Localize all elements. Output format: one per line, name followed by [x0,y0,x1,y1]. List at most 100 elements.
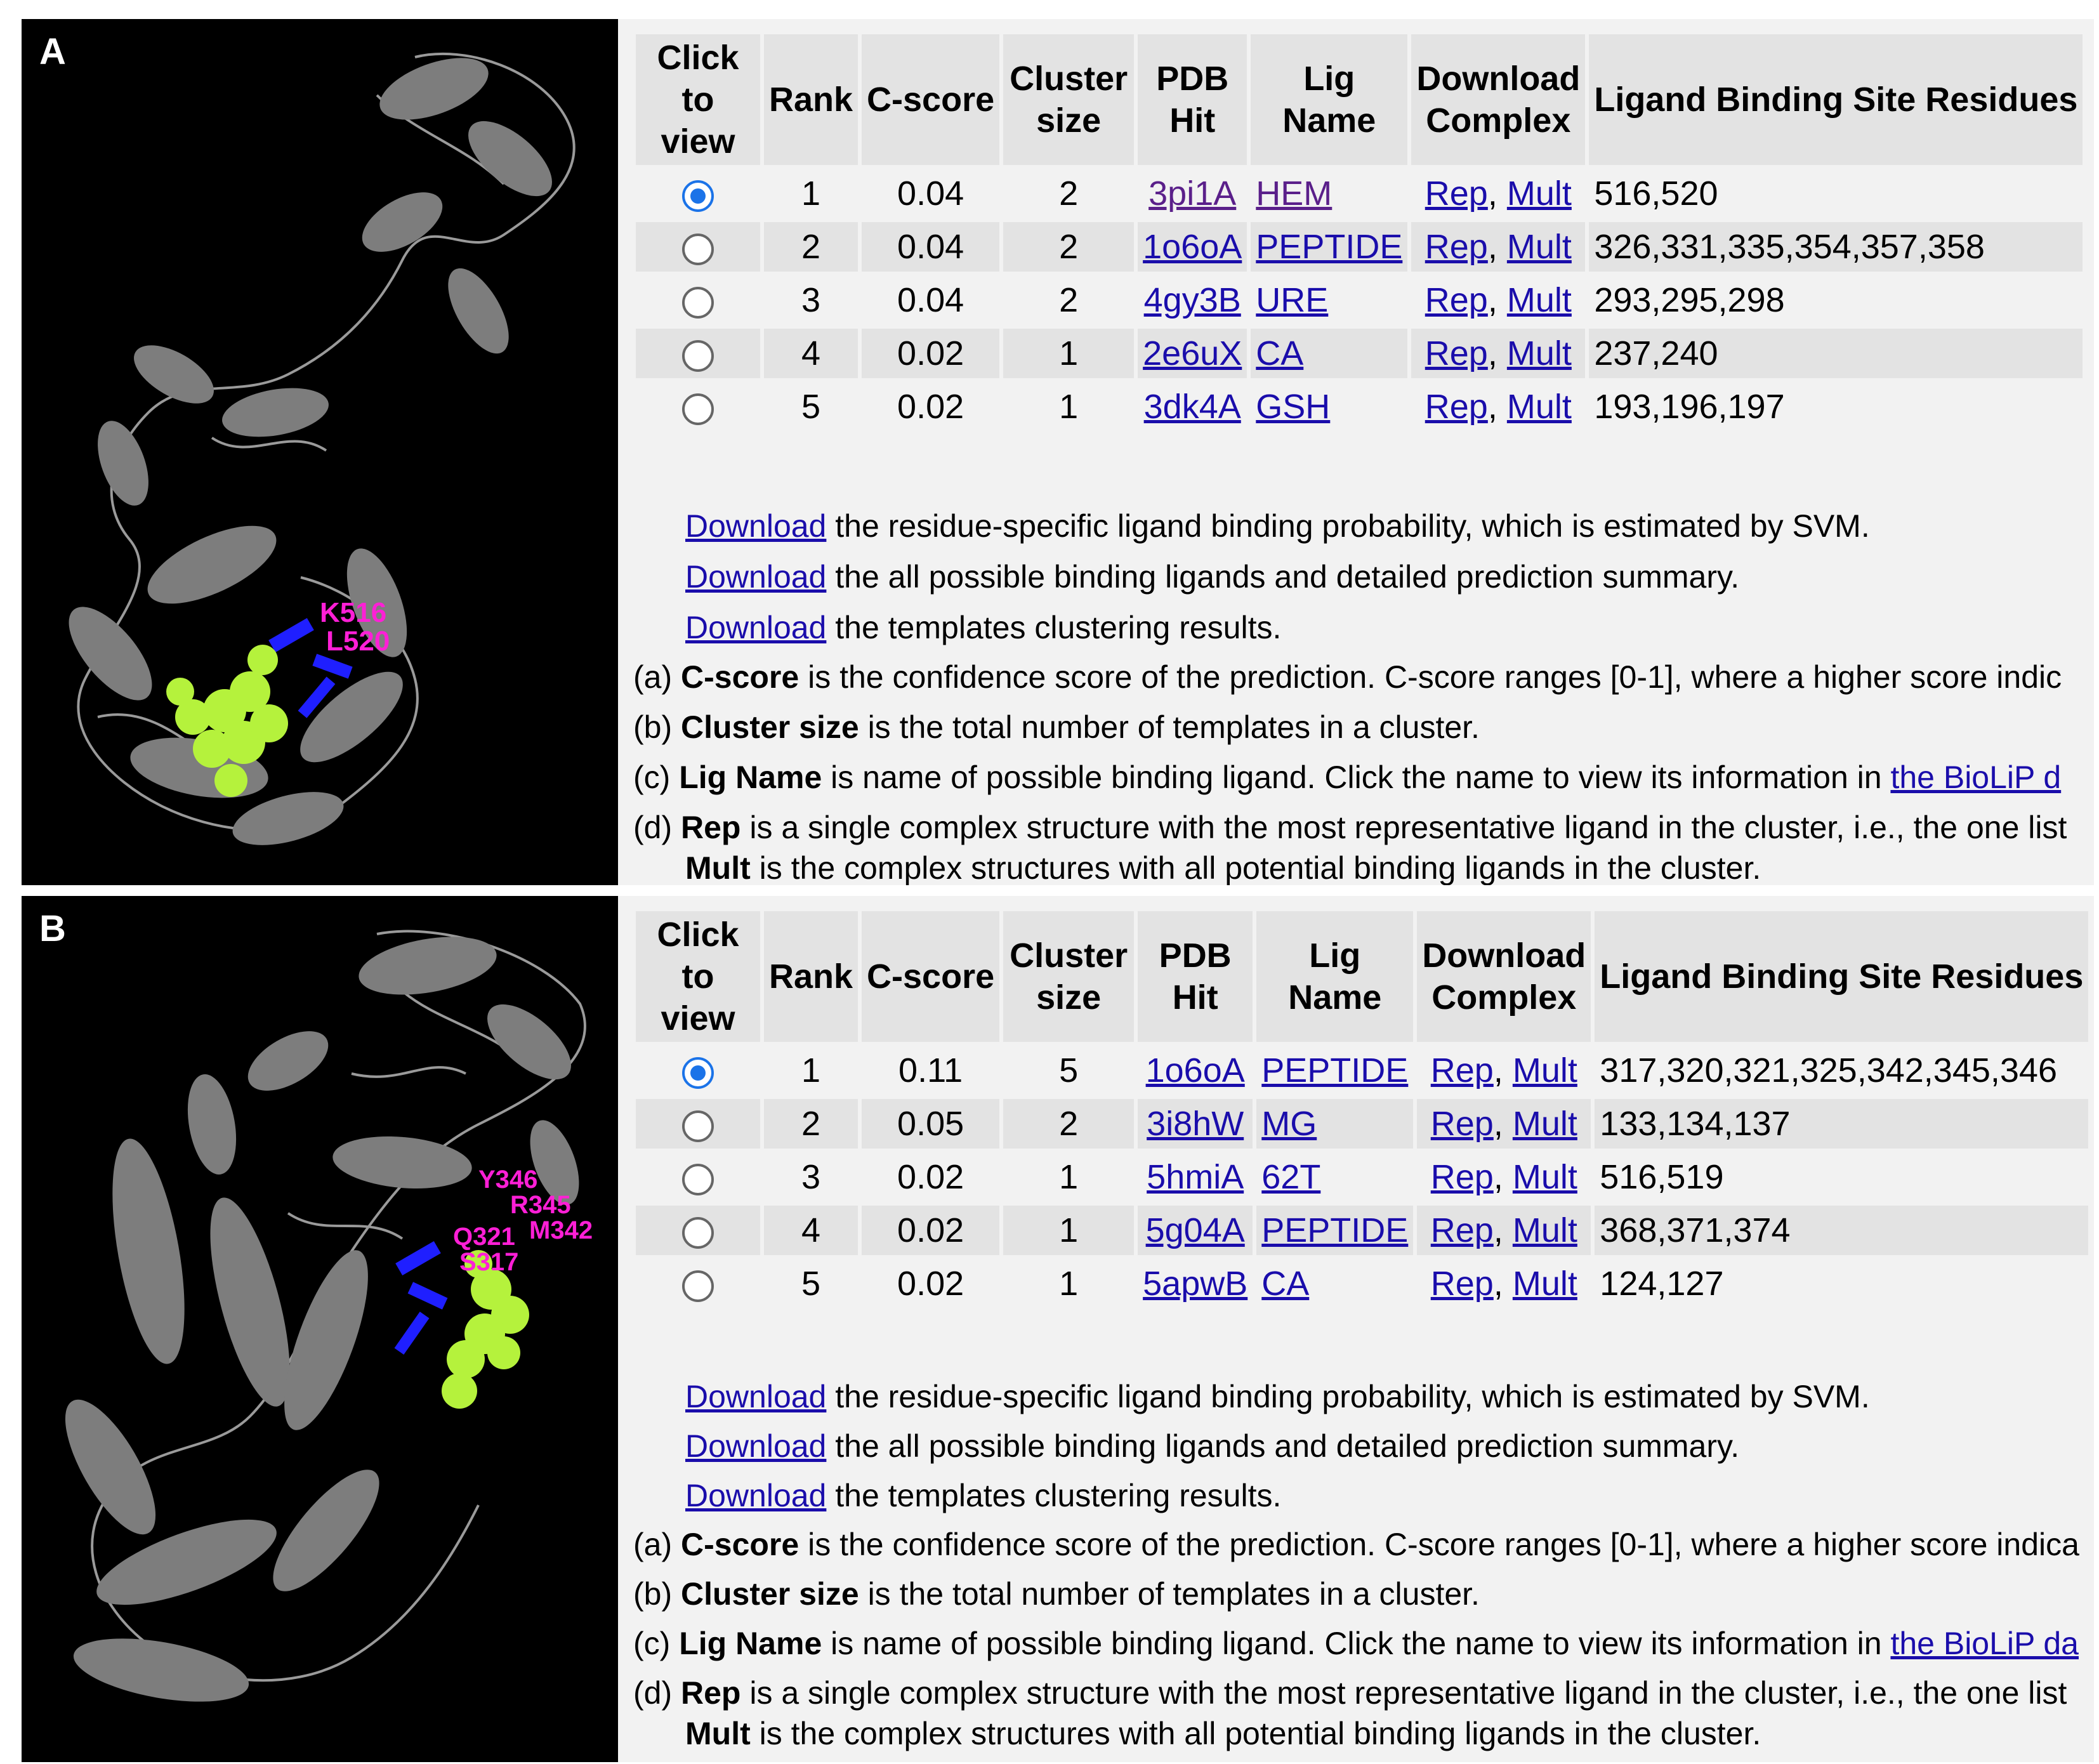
mult-link[interactable]: Mult [1512,1105,1577,1143]
note-term: Rep [681,810,741,845]
separator: , [1487,228,1497,266]
pdb-hit-cell: 5apwB [1138,1259,1253,1308]
structure-viewer-a[interactable]: K516 L520 A [22,19,618,885]
lig-name-link[interactable]: GSH [1256,388,1331,426]
lig-name-cell: PEPTIDE [1251,222,1408,272]
download-link-ligands[interactable]: Download [685,1428,827,1464]
mult-link[interactable]: Mult [1506,228,1572,266]
mult-link[interactable]: Mult [1512,1265,1577,1303]
note-term: Cluster size [681,709,859,745]
cscore-cell: 0.02 [897,388,964,426]
pdb-hit-link[interactable]: 5apwB [1143,1265,1248,1303]
click-to-view-cell [636,169,760,218]
panel-a: K516 L520 A Click to view Rank C-score C… [22,19,2094,885]
rep-link[interactable]: Rep [1430,1211,1494,1249]
pdb-hit-link[interactable]: 1o6oA [1143,228,1242,266]
pdb-hit-cell: 5hmiA [1138,1152,1253,1202]
rank-cell: 3 [801,1158,821,1196]
rep-link[interactable]: Rep [1425,334,1488,372]
separator: , [1493,1105,1503,1143]
view-radio[interactable] [682,1056,714,1089]
download-link-clustering[interactable]: Download [685,1478,827,1513]
note-c: (c) Lig Name is name of possible binding… [633,759,2061,796]
download-line-1: Download the residue-specific ligand bin… [685,508,1870,544]
mult-link[interactable]: Mult [1506,334,1572,372]
rep-link[interactable]: Rep [1430,1105,1494,1143]
view-radio[interactable] [682,286,714,319]
lig-name-link[interactable]: URE [1256,281,1329,319]
panel-label-a: A [39,31,66,72]
pdb-hit-link[interactable]: 3dk4A [1143,388,1241,426]
binding-residues-cell: 293,295,298 [1594,281,1785,319]
download-complex-cell: Rep, Mult [1417,1046,1591,1095]
lig-name-link[interactable]: PEPTIDE [1256,228,1403,266]
cscore-cell: 0.11 [898,1051,963,1089]
lig-name-link[interactable]: PEPTIDE [1261,1051,1409,1089]
pdb-hit-cell: 3dk4A [1138,382,1247,431]
pdb-hit-link[interactable]: 4gy3B [1143,281,1241,319]
rep-link[interactable]: Rep [1430,1158,1494,1196]
note-prefix: (d) [633,810,681,845]
mult-link[interactable]: Mult [1512,1158,1577,1196]
pdb-hit-link[interactable]: 1o6oA [1145,1051,1245,1089]
view-radio[interactable] [682,1110,714,1142]
note-a: (a) C-score is the confidence score of t… [633,1526,2079,1563]
pdb-hit-link[interactable]: 2e6uX [1143,334,1242,372]
cluster-size-cell: 1 [1003,329,1135,378]
view-radio[interactable] [682,233,714,265]
view-radio[interactable] [682,180,714,212]
mult-link[interactable]: Mult [1512,1211,1577,1249]
mult-link[interactable]: Mult [1506,388,1572,426]
lig-name-link[interactable]: 62T [1261,1158,1321,1196]
view-radio[interactable] [682,339,714,372]
col-binding-residues: Ligand Binding Site Residues [1595,911,2089,1042]
click-to-view-cell [636,1046,760,1095]
rep-link[interactable]: Rep [1430,1051,1494,1089]
lig-name-cell: HEM [1251,169,1407,218]
download-complex-cell: Rep, Mult [1417,1099,1591,1149]
col-cluster-size: Cluster size [1003,911,1135,1042]
separator: , [1493,1211,1503,1249]
download-link-probability[interactable]: Download [685,1379,827,1414]
rep-link[interactable]: Rep [1425,281,1488,319]
pdb-hit-link[interactable]: 5g04A [1145,1211,1245,1249]
pdb-hit-link[interactable]: 3i8hW [1147,1105,1244,1143]
residue-label-b-4: Q321 [453,1223,515,1251]
lig-name-link[interactable]: PEPTIDE [1261,1211,1409,1249]
results-table-b: Click to view Rank C-score Cluster size … [632,907,2092,1312]
cscore-cell: 0.02 [897,1158,964,1196]
view-radio[interactable] [682,1270,714,1302]
mult-link[interactable]: Mult [1512,1051,1577,1089]
mult-link[interactable]: Mult [1506,174,1572,213]
cscore-cell: 0.04 [897,174,964,213]
pdb-hit-cell: 5g04A [1138,1206,1253,1255]
separator: , [1493,1158,1503,1196]
lig-name-link[interactable]: MG [1261,1105,1317,1143]
note-d: (d) Rep is a single complex structure wi… [633,809,2067,885]
biolip-link[interactable]: the BioLiP da [1890,1626,2079,1661]
lig-name-link[interactable]: HEM [1256,174,1332,213]
view-radio[interactable] [682,1163,714,1195]
rep-link[interactable]: Rep [1425,228,1488,266]
view-radio[interactable] [682,1216,714,1249]
mult-link[interactable]: Mult [1506,281,1572,319]
click-to-view-cell [636,1259,760,1308]
lig-name-link[interactable]: CA [1261,1265,1310,1303]
structure-viewer-b[interactable]: Y346 R345 M342 Q321 S317 B [22,896,618,1762]
lig-name-link[interactable]: CA [1256,334,1304,372]
rep-link[interactable]: Rep [1425,388,1488,426]
pdb-hit-link[interactable]: 5hmiA [1147,1158,1244,1196]
pdb-hit-cell: 1o6oA [1138,1046,1253,1095]
rep-link[interactable]: Rep [1430,1265,1494,1303]
note-term: Rep [681,1675,741,1711]
download-link-ligands[interactable]: Download [685,559,827,595]
rank-cell: 5 [801,1265,821,1303]
download-line-3: Download the templates clustering result… [685,609,1281,646]
cluster-size-cell: 1 [1059,388,1079,426]
biolip-link[interactable]: the BioLiP d [1890,760,2062,795]
pdb-hit-link[interactable]: 3pi1A [1148,174,1237,213]
download-link-clustering[interactable]: Download [685,610,827,645]
download-link-probability[interactable]: Download [685,508,827,544]
view-radio[interactable] [682,393,714,425]
rep-link[interactable]: Rep [1425,174,1488,213]
